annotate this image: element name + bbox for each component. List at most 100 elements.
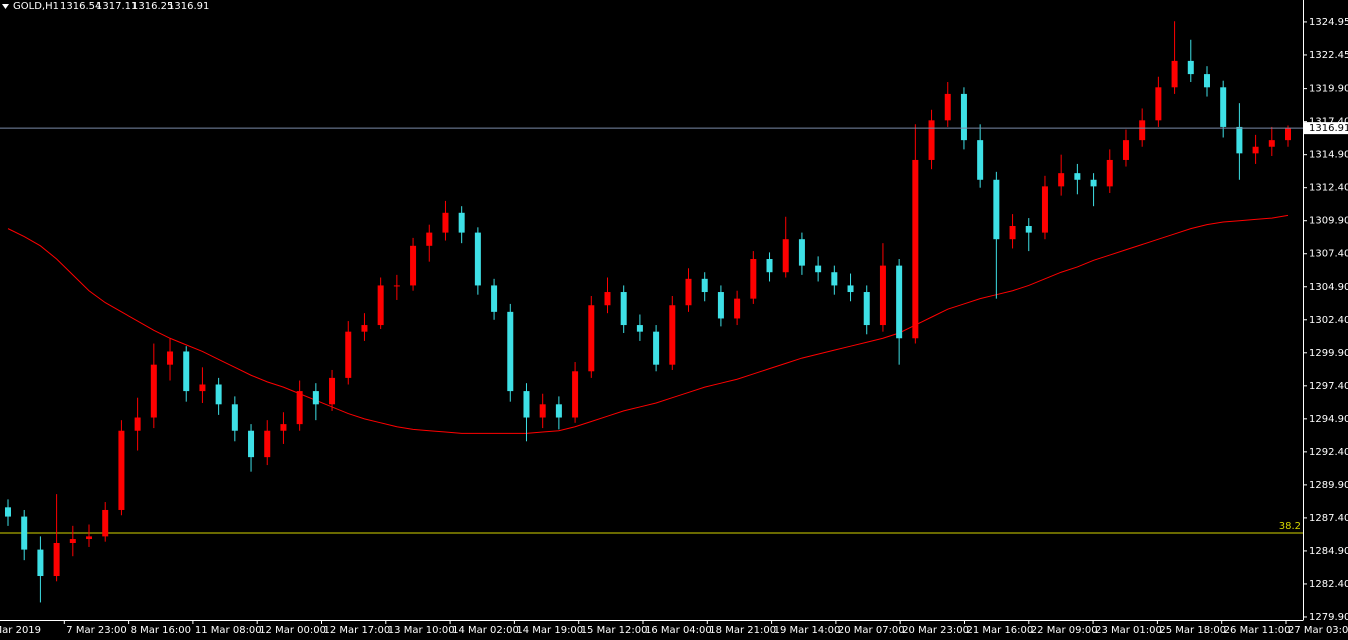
candle-body <box>636 325 643 332</box>
candle-body <box>766 259 773 273</box>
candle-body <box>21 516 28 550</box>
quote-high: 1317.11 <box>96 1 137 12</box>
candle-body <box>199 384 206 392</box>
candle-body <box>928 120 935 160</box>
candle-body <box>993 179 1000 240</box>
candle-body <box>491 285 498 312</box>
x-tick-label: 12 Mar 17:00 <box>324 625 391 636</box>
candle-body <box>1074 173 1081 180</box>
y-tick-label: 1292.40 <box>1309 447 1348 458</box>
candle-body <box>782 239 789 273</box>
y-tick-label: 1302.40 <box>1309 315 1348 326</box>
x-tick-label: 7 Mar 23:00 <box>66 625 126 636</box>
axes: 1279.90 1282.40 1284.90 1287.40 1289.90 1292.… <box>0 17 1348 636</box>
y-tick-label: 1309.90 <box>1309 216 1348 227</box>
candle-body <box>410 245 417 286</box>
candle-body <box>102 509 109 537</box>
candle-body <box>831 272 838 286</box>
candle-body <box>296 391 303 425</box>
x-tick-label: 8 Mar 16:00 <box>131 625 191 636</box>
candle-body <box>555 404 562 418</box>
candle-body <box>1285 128 1291 141</box>
candle-body <box>393 285 400 287</box>
x-tick-label: 14 Mar 02:00 <box>452 625 519 636</box>
x-tick-label: 14 Mar 19:00 <box>516 625 583 636</box>
candle-body <box>167 351 174 365</box>
x-tick-label: 20 Mar 23:00 <box>902 625 969 636</box>
candle-body <box>264 430 271 458</box>
candle-body <box>215 384 222 405</box>
candle-body <box>701 278 708 293</box>
y-tick-label: 1289.90 <box>1309 480 1348 491</box>
x-tick-label: 18 Mar 21:00 <box>709 625 776 636</box>
candle-body <box>458 212 465 233</box>
fib-label: 38.2 <box>1279 521 1301 532</box>
candle-body <box>1106 159 1113 187</box>
y-tick-label: 1299.90 <box>1309 348 1348 359</box>
chart-header: GOLD,H1 1316.54 1317.11 1316.25 1316.91 <box>2 1 209 12</box>
candle-body <box>523 391 530 418</box>
candle-body <box>717 292 724 319</box>
candle-body <box>134 417 141 431</box>
current-price-label: 1316.91 <box>1309 123 1348 134</box>
candle-body <box>5 507 11 517</box>
candle-body <box>847 285 854 293</box>
candle-body <box>1090 179 1097 187</box>
candle-body <box>1268 140 1275 147</box>
x-tick-label: 11 Mar 08:00 <box>195 625 262 636</box>
candle-body <box>1187 60 1194 75</box>
candle-body <box>1236 126 1243 154</box>
x-tick-label: 26 Mar 11:00 <box>1224 625 1291 636</box>
x-tick-label: 25 Mar 18:00 <box>1159 625 1226 636</box>
candle-body <box>572 371 579 418</box>
candle-body <box>815 265 822 273</box>
candle-body <box>1203 74 1210 88</box>
candle-body <box>1009 225 1016 240</box>
y-tick-label: 1324.95 <box>1309 17 1348 28</box>
candle-body <box>1220 87 1227 127</box>
x-tick-label: 16 Mar 04:00 <box>645 625 712 636</box>
candle-body <box>37 549 44 577</box>
candle-body <box>750 259 757 299</box>
y-tick-label: 1279.90 <box>1309 612 1348 623</box>
candle-body <box>1155 87 1162 121</box>
candle-body <box>798 239 805 266</box>
candle-body <box>912 159 919 339</box>
candle-body <box>879 265 886 326</box>
candle-body <box>426 232 433 246</box>
moving-average <box>7 214 1289 434</box>
header-menu-arrow[interactable] <box>2 4 9 9</box>
candle-body <box>977 140 984 180</box>
x-tick-label: 22 Mar 09:00 <box>1031 625 1098 636</box>
candle-body <box>1252 146 1259 154</box>
candle-body <box>231 404 238 431</box>
candle-body <box>377 285 384 326</box>
candle-body <box>944 93 951 121</box>
quote-close: 1316.91 <box>168 1 209 12</box>
y-tick-label: 1294.90 <box>1309 414 1348 425</box>
y-tick-label: 1297.40 <box>1309 381 1348 392</box>
candle-body <box>53 542 60 577</box>
x-tick-label: 15 Mar 12:00 <box>581 625 648 636</box>
candle-body <box>118 430 125 510</box>
y-tick-label: 1307.40 <box>1309 249 1348 260</box>
y-tick-label: 1282.40 <box>1309 579 1348 590</box>
quote-low: 1316.25 <box>132 1 173 12</box>
x-tick-label: 13 Mar 10:00 <box>388 625 455 636</box>
y-tick-label: 1312.40 <box>1309 183 1348 194</box>
candle-body <box>588 305 595 372</box>
plot-area: 38.2 <box>0 21 1303 603</box>
y-tick-label: 1322.45 <box>1309 50 1348 61</box>
candle-body <box>863 292 870 326</box>
candle-body <box>1171 60 1178 88</box>
candle-body <box>507 311 514 392</box>
candle-body <box>312 391 319 405</box>
x-tick-label: 19 Mar 14:00 <box>774 625 841 636</box>
y-tick-label: 1287.40 <box>1309 513 1348 524</box>
candle-body <box>604 292 611 306</box>
candle-body <box>280 424 287 431</box>
candle-body <box>248 430 255 458</box>
candle-body <box>1058 173 1065 187</box>
candle-body <box>361 325 368 332</box>
